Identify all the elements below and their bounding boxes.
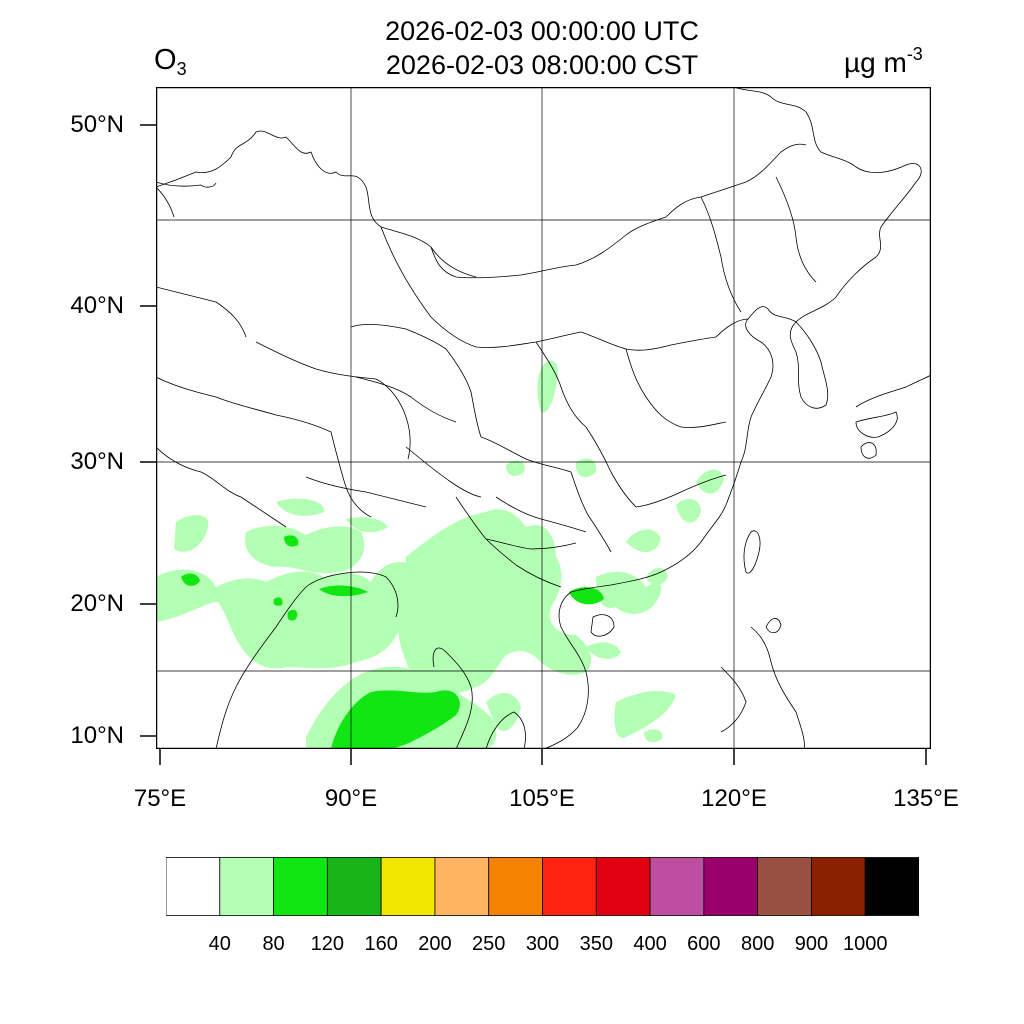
legend-swatch bbox=[434, 857, 490, 916]
lat-label-40n: 40°N bbox=[70, 292, 124, 319]
color-legend-bar bbox=[166, 857, 919, 916]
utc-time-title: 2026-02-03 00:00:00 UTC bbox=[385, 16, 699, 46]
legend-label: 250 bbox=[472, 933, 506, 955]
lon-label-90e: 90°E bbox=[324, 785, 378, 812]
legend-swatch bbox=[703, 857, 759, 916]
legend-swatch bbox=[219, 857, 274, 916]
legend-label: 1000 bbox=[842, 933, 888, 955]
local-time-title: 2026-02-03 08:00:00 CST bbox=[385, 50, 699, 80]
coastlines-and-borders bbox=[156, 87, 931, 749]
legend-swatch bbox=[864, 857, 919, 916]
legend-label: 900 bbox=[794, 933, 829, 955]
legend-label: 800 bbox=[740, 933, 775, 955]
legend-label: 350 bbox=[579, 933, 613, 955]
legend-swatch bbox=[757, 857, 812, 916]
lat-label-30n: 30°N bbox=[70, 448, 124, 475]
legend-swatch bbox=[649, 857, 705, 916]
lon-label-120e: 120°E bbox=[701, 785, 767, 812]
units-superscript: -3 bbox=[906, 44, 923, 64]
legend-swatch bbox=[488, 857, 543, 916]
legend-swatch bbox=[273, 857, 328, 916]
lat-label-10n: 10°N bbox=[70, 722, 124, 749]
units-label: µg m-3 bbox=[844, 44, 923, 79]
legend-label: 120 bbox=[310, 933, 345, 955]
legend-label: 200 bbox=[418, 933, 452, 955]
legend-label: 600 bbox=[687, 933, 721, 955]
legend-swatch bbox=[326, 857, 382, 916]
legend-swatch bbox=[811, 857, 866, 916]
lon-label-135e: 135°E bbox=[893, 785, 959, 812]
map-frame bbox=[156, 87, 931, 749]
legend-swatch bbox=[595, 857, 651, 916]
graticule bbox=[156, 87, 931, 749]
legend-swatch bbox=[166, 857, 221, 916]
legend-swatch bbox=[380, 857, 436, 916]
lon-label-105e: 105°E bbox=[509, 785, 575, 812]
ozone-shading-medium bbox=[181, 535, 604, 749]
legend-label: 160 bbox=[364, 933, 398, 955]
legend-label: 300 bbox=[525, 933, 560, 955]
lat-label-50n: 50°N bbox=[70, 111, 124, 138]
species-subscript: 3 bbox=[176, 59, 187, 79]
species-base: O bbox=[154, 44, 177, 76]
lat-label-20n: 20°N bbox=[70, 590, 124, 617]
units-base: µg m bbox=[844, 47, 907, 78]
lon-label-75e: 75°E bbox=[133, 785, 187, 812]
species-label: O3 bbox=[154, 44, 187, 80]
legend-label: 40 bbox=[208, 933, 231, 955]
legend-label: 400 bbox=[633, 933, 667, 955]
legend-swatch bbox=[542, 857, 597, 916]
map-panel[interactable] bbox=[156, 87, 931, 749]
legend-label: 80 bbox=[262, 933, 285, 955]
